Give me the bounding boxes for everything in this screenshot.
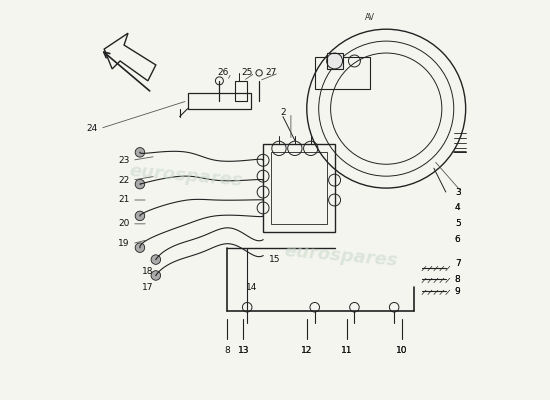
- Circle shape: [135, 179, 145, 189]
- Text: 8: 8: [455, 275, 460, 284]
- Bar: [271, 152, 327, 224]
- Text: 4: 4: [455, 204, 460, 212]
- Text: AV: AV: [365, 13, 375, 22]
- Text: 3: 3: [455, 188, 460, 196]
- Circle shape: [151, 271, 161, 280]
- Text: 10: 10: [397, 346, 408, 356]
- Text: 14: 14: [245, 283, 257, 292]
- Text: 20: 20: [118, 219, 130, 228]
- Text: 7: 7: [455, 259, 460, 268]
- Bar: [235, 81, 247, 101]
- Text: 9: 9: [455, 287, 460, 296]
- Text: 26: 26: [218, 68, 229, 77]
- Text: 23: 23: [118, 156, 130, 165]
- Text: 11: 11: [341, 346, 352, 356]
- Text: 27: 27: [265, 68, 277, 77]
- Text: 15: 15: [270, 255, 280, 264]
- Text: 5: 5: [455, 219, 460, 228]
- Text: 24: 24: [87, 124, 98, 133]
- Text: 9: 9: [455, 287, 460, 296]
- Text: 8: 8: [455, 275, 460, 284]
- Text: 10: 10: [397, 346, 408, 356]
- Text: 21: 21: [118, 196, 130, 204]
- Circle shape: [135, 211, 145, 221]
- Text: 17: 17: [142, 283, 153, 292]
- Text: 4: 4: [455, 204, 460, 212]
- Bar: [327, 53, 343, 69]
- Text: 7: 7: [455, 259, 460, 268]
- Text: 6: 6: [455, 235, 460, 244]
- Circle shape: [135, 148, 145, 157]
- Circle shape: [135, 243, 145, 252]
- Text: 25: 25: [241, 68, 253, 77]
- Text: 13: 13: [238, 346, 249, 356]
- Text: 12: 12: [301, 346, 312, 356]
- Bar: [263, 144, 334, 232]
- Bar: [188, 93, 251, 109]
- Text: 3: 3: [455, 188, 460, 196]
- Text: 2: 2: [280, 108, 286, 117]
- Text: 13: 13: [238, 346, 249, 356]
- Text: eurospares: eurospares: [283, 242, 398, 270]
- Text: 12: 12: [301, 346, 312, 356]
- Text: 5: 5: [455, 219, 460, 228]
- Circle shape: [151, 255, 161, 264]
- Text: 8: 8: [224, 346, 230, 356]
- Text: eurospares: eurospares: [128, 162, 243, 190]
- Text: 19: 19: [118, 239, 130, 248]
- Text: 11: 11: [341, 346, 352, 356]
- Text: 6: 6: [455, 235, 460, 244]
- Text: 22: 22: [118, 176, 130, 185]
- Bar: [315, 57, 370, 89]
- Text: 18: 18: [142, 267, 153, 276]
